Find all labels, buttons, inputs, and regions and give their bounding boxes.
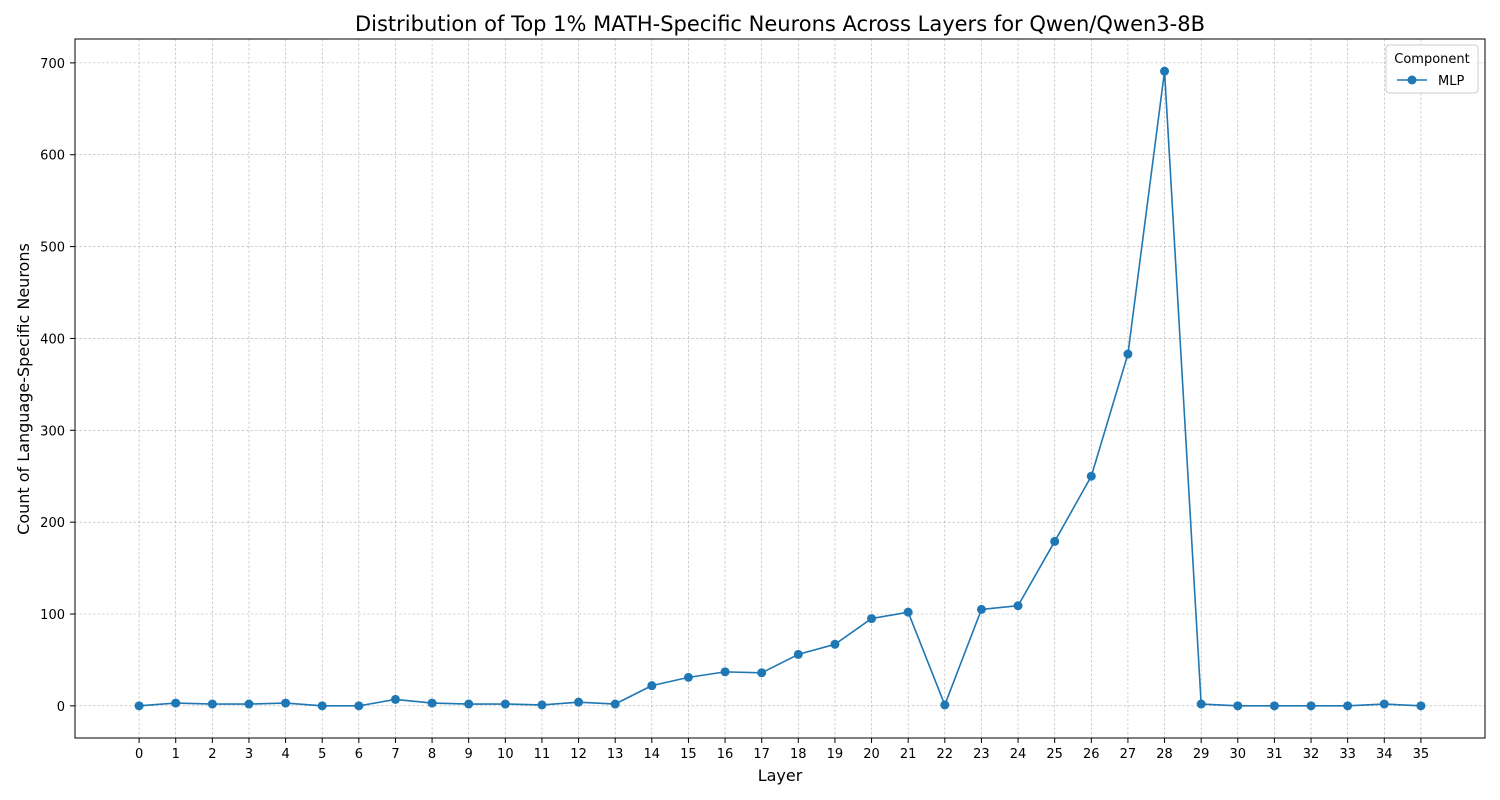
- x-tick-label: 23: [973, 747, 990, 762]
- x-tick-label: 3: [245, 747, 253, 762]
- data-point-mlp: [976, 604, 986, 614]
- x-tick-label: 34: [1376, 747, 1393, 762]
- chart-title: Distribution of Top 1% MATH-Specific Neu…: [355, 12, 1205, 36]
- data-point-mlp: [1013, 601, 1023, 611]
- x-tick-label: 2: [208, 747, 216, 762]
- x-axis-label: Layer: [758, 766, 803, 785]
- data-point-mlp: [427, 698, 437, 708]
- data-point-mlp: [793, 649, 803, 659]
- data-point-mlp: [940, 700, 950, 710]
- x-tick-label: 4: [281, 747, 289, 762]
- x-tick-label: 6: [355, 747, 363, 762]
- x-tick-label: 10: [497, 747, 514, 762]
- x-tick-label: 28: [1156, 747, 1173, 762]
- x-tick-label: 20: [863, 747, 880, 762]
- x-tick-label: 30: [1230, 747, 1247, 762]
- x-tick-label: 24: [1010, 747, 1027, 762]
- x-tick-label: 29: [1193, 747, 1210, 762]
- data-point-mlp: [244, 699, 254, 709]
- data-point-mlp: [1306, 701, 1316, 711]
- data-point-mlp: [390, 694, 400, 704]
- x-tick-label: 12: [570, 747, 587, 762]
- data-point-mlp: [903, 607, 913, 617]
- data-point-mlp: [867, 614, 877, 624]
- x-tick-label: 8: [428, 747, 436, 762]
- data-point-mlp: [1379, 699, 1389, 709]
- y-tick-label: 600: [40, 149, 65, 164]
- data-point-mlp: [317, 701, 327, 711]
- x-tick-label: 0: [135, 747, 143, 762]
- data-point-mlp: [464, 699, 474, 709]
- data-point-mlp: [354, 701, 364, 711]
- data-point-mlp: [1233, 701, 1243, 711]
- data-point-mlp: [1196, 699, 1206, 709]
- data-point-mlp: [537, 700, 547, 710]
- data-point-mlp: [171, 698, 181, 708]
- legend: Component MLP: [1385, 44, 1479, 94]
- x-tick-label: 32: [1303, 747, 1320, 762]
- data-point-mlp: [134, 701, 144, 711]
- y-tick-label: 400: [40, 332, 65, 347]
- x-tick-label: 27: [1120, 747, 1137, 762]
- series-line-mlp: [139, 70, 1421, 707]
- x-tick-label: 1: [172, 747, 180, 762]
- data-point-mlp: [1269, 701, 1279, 711]
- plot-frame: [74, 38, 1486, 739]
- y-tick-label: 700: [40, 57, 65, 72]
- data-point-mlp: [1416, 701, 1426, 711]
- x-tick-label: 18: [790, 747, 807, 762]
- legend-label-mlp: MLP: [1438, 74, 1464, 89]
- x-tick-label: 7: [391, 747, 399, 762]
- data-point-mlp: [1086, 471, 1096, 481]
- data-point-mlp: [647, 681, 657, 691]
- y-tick-label: 200: [40, 516, 65, 531]
- data-point-mlp: [1343, 701, 1353, 711]
- data-point-mlp: [207, 699, 217, 709]
- x-tick-label: 19: [827, 747, 844, 762]
- data-point-mlp: [683, 672, 693, 682]
- x-tick-label: 26: [1083, 747, 1100, 762]
- legend-marker-mlp: [1407, 75, 1417, 85]
- series-group: [134, 66, 1426, 711]
- x-tick-label: 15: [680, 747, 697, 762]
- data-point-mlp: [1123, 349, 1133, 359]
- data-point-mlp: [757, 668, 767, 678]
- data-point-mlp: [281, 698, 291, 708]
- y-tick-label: 0: [57, 700, 65, 715]
- y-tick-label: 500: [40, 241, 65, 256]
- x-tick-label: 14: [644, 747, 661, 762]
- x-axis-ticks: 0 1 2 3 4 5 6 7 8 9 10 11 12 13 14 15 16 17 18 19 20 21 22 23 24…: [135, 738, 1429, 762]
- x-tick-label: 21: [900, 747, 917, 762]
- x-tick-label: 25: [1046, 747, 1063, 762]
- x-tick-label: 31: [1266, 747, 1283, 762]
- x-tick-label: 13: [607, 747, 624, 762]
- data-point-mlp: [1050, 536, 1060, 546]
- x-tick-label: 17: [753, 747, 770, 762]
- x-tick-label: 16: [717, 747, 734, 762]
- data-point-mlp: [500, 699, 510, 709]
- y-axis-label: Count of Language-Specific Neurons: [14, 243, 33, 535]
- data-point-mlp: [830, 639, 840, 649]
- x-tick-label: 9: [465, 747, 473, 762]
- y-tick-label: 100: [40, 608, 65, 623]
- x-tick-label: 33: [1339, 747, 1356, 762]
- data-point-mlp: [574, 697, 584, 707]
- x-tick-label: 5: [318, 747, 326, 762]
- x-tick-label: 11: [534, 747, 551, 762]
- x-tick-label: 22: [937, 747, 954, 762]
- legend-title: Component: [1394, 52, 1469, 67]
- x-tick-label: 35: [1413, 747, 1430, 762]
- y-tick-label: 300: [40, 424, 65, 439]
- y-axis-ticks: 0 100 200 300 400 500 600 700: [40, 57, 75, 715]
- data-point-mlp: [610, 699, 620, 709]
- data-point-mlp: [720, 667, 730, 677]
- data-point-mlp: [1160, 66, 1170, 76]
